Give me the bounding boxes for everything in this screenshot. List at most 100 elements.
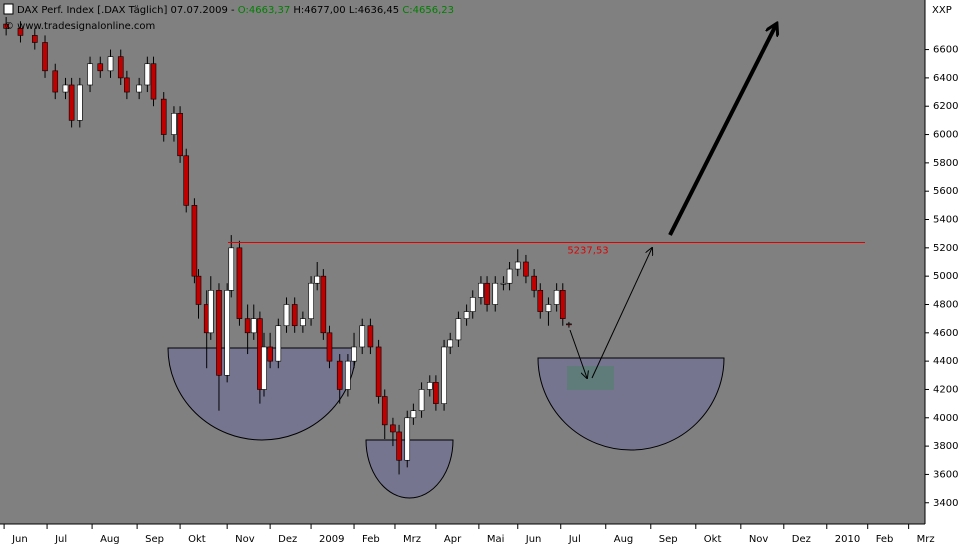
candle-body <box>492 282 499 305</box>
y-tick-label: 5000 <box>933 271 958 282</box>
candle-body <box>291 304 298 327</box>
target-box <box>567 366 614 390</box>
x-tick-label: Sep <box>145 534 164 545</box>
candle-body <box>236 247 243 319</box>
candle-body <box>359 325 366 348</box>
title: DAX Perf. Index [.DAX Täglich] 07.07.200… <box>17 5 235 16</box>
x-tick-label: Mrz <box>403 534 421 545</box>
candle-body <box>326 332 333 362</box>
candle-body <box>124 77 130 93</box>
candle-body <box>250 318 257 334</box>
candle-body <box>314 275 321 284</box>
x-tick-label: Sep <box>659 534 678 545</box>
x-tick-label: Jul <box>568 534 581 545</box>
candles <box>3 16 572 475</box>
candle-body <box>3 23 9 29</box>
candle-body <box>77 84 83 121</box>
x-tick-label: Dez <box>792 534 811 545</box>
candle-body <box>31 35 38 43</box>
candle-body <box>177 112 183 157</box>
x-tick-label: Jun <box>525 534 542 545</box>
candle-body <box>336 360 343 390</box>
x-tick-label: Apr <box>444 534 462 545</box>
arrow <box>569 329 587 378</box>
y-tick-label: 4800 <box>933 299 958 310</box>
candle-body <box>224 290 230 376</box>
candle-body <box>478 282 484 298</box>
candle-body <box>553 290 560 305</box>
candle-body <box>42 42 48 72</box>
candle-body <box>195 275 202 305</box>
candle-body <box>426 382 433 390</box>
candle-body <box>447 339 454 348</box>
annotations <box>167 347 725 499</box>
candle-body <box>410 410 417 419</box>
y-tick-label: 6600 <box>933 45 958 56</box>
x-tick-label: Nov <box>235 534 255 545</box>
candle-body <box>97 63 104 72</box>
candle-body <box>275 325 282 362</box>
x-tick-label: Okt <box>188 534 206 545</box>
x-tick-label: Mrz <box>917 534 935 545</box>
x-tick-label: Feb <box>876 534 894 545</box>
y-tick-label: 4600 <box>933 328 958 339</box>
candle-body <box>191 205 198 277</box>
candle-body <box>171 112 177 135</box>
candle-body <box>62 84 69 93</box>
candle-body <box>375 346 382 397</box>
candle-body <box>160 98 167 135</box>
candle-body <box>150 63 157 100</box>
candle-body <box>183 155 190 206</box>
x-tick-label: 2010 <box>835 534 860 545</box>
y-tick-label: 3400 <box>933 498 958 509</box>
candle-body <box>559 290 566 319</box>
y-tick-label: 5800 <box>933 158 958 169</box>
axis-background <box>0 524 925 547</box>
candle-body <box>500 282 507 285</box>
candle-body <box>144 63 151 86</box>
x-tick-label: Dez <box>278 534 297 545</box>
y-tick-label: 6000 <box>933 130 958 141</box>
y-tick-label: 5400 <box>933 215 958 226</box>
candle-body <box>216 290 222 376</box>
x-tick-label: Jul <box>54 534 67 545</box>
candle-body <box>418 389 425 412</box>
axis-label: XXP <box>932 5 952 16</box>
candle-body <box>506 268 513 284</box>
candle-body <box>261 346 267 390</box>
candle-body <box>469 297 476 312</box>
x-tick-label: Aug <box>100 534 120 545</box>
candle-body <box>308 282 314 319</box>
axis-background <box>925 0 970 547</box>
candle-body <box>531 275 537 291</box>
header: DAX Perf. Index [.DAX Täglich] 07.07.200… <box>17 5 454 16</box>
candle-body <box>107 56 114 72</box>
x-tick-label: Jun <box>11 534 28 545</box>
quote-high-low: H:4677,00 L:4636,45 <box>293 5 399 16</box>
y-tick-label: 3800 <box>933 441 958 452</box>
candle-body <box>545 304 552 312</box>
candle-body <box>228 247 235 291</box>
candle-body <box>345 360 351 390</box>
candle-body <box>523 261 529 277</box>
y-tick-label: 5600 <box>933 186 958 197</box>
candle-body <box>244 318 251 334</box>
x-tick-label: 2009 <box>319 534 344 545</box>
candle-body <box>117 56 124 79</box>
candle-body <box>455 318 462 341</box>
arrows <box>569 25 776 379</box>
candle-body <box>207 290 214 334</box>
x-tick-label: Mai <box>487 534 505 545</box>
candle-body <box>381 396 388 426</box>
candle-body <box>300 318 306 327</box>
source: © www.tradesignalonline.com <box>4 21 155 32</box>
candle-body <box>404 417 411 461</box>
candle-body <box>283 304 290 327</box>
arrow <box>591 248 652 379</box>
candle-body <box>87 63 93 86</box>
candle-body <box>441 346 447 404</box>
cup-shape <box>365 439 454 499</box>
candle-body <box>433 382 439 404</box>
candle-body <box>484 282 490 305</box>
